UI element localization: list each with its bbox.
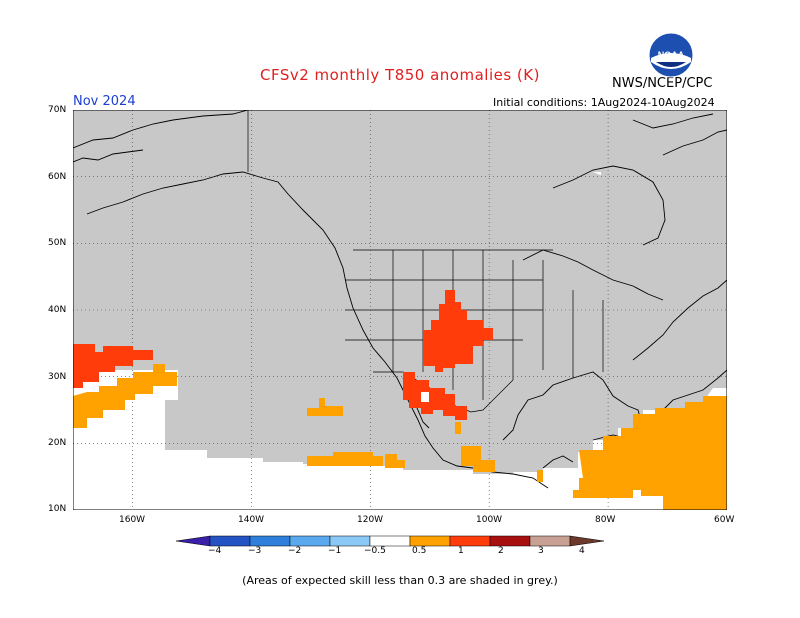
forecast-month: Nov 2024	[73, 94, 136, 109]
colorbar-label: −3	[248, 546, 262, 556]
colorbar-swatch	[369, 535, 411, 547]
colorbar-max-arrow	[569, 535, 605, 547]
colorbar-label: 0.5	[412, 546, 427, 556]
skill-mask-region	[73, 110, 727, 474]
lon-label: 160W	[119, 515, 146, 525]
colorbar-label: 2	[498, 546, 504, 556]
lat-label: 60N	[48, 172, 67, 182]
lat-label: 10N	[48, 504, 67, 514]
colorbar-label: −0.5	[364, 546, 386, 556]
skill-mask-region	[73, 110, 727, 236]
agency-label: NWS/NCEP/CPC	[612, 76, 713, 91]
lon-label: 60W	[714, 515, 735, 525]
colorbar	[175, 535, 605, 547]
colorbar-label: −4	[208, 546, 222, 556]
lat-label: 70N	[48, 105, 67, 115]
footnote: (Areas of expected skill less than 0.3 a…	[242, 574, 558, 587]
lat-label: 20N	[48, 438, 67, 448]
lon-label: 120W	[357, 515, 384, 525]
anomaly-0.5-1-regions	[73, 364, 727, 510]
lat-label: 30N	[48, 372, 67, 382]
anomaly-gaps	[421, 392, 429, 402]
colorbar-label: 1	[458, 546, 464, 556]
lon-label: 140W	[238, 515, 265, 525]
colorbar-swatch	[489, 535, 531, 547]
lat-label: 40N	[48, 305, 67, 315]
colorbar-label: −1	[328, 546, 342, 556]
colorbar-swatch	[529, 535, 571, 547]
chart-title: CFSv2 monthly T850 anomalies (K)	[260, 66, 540, 84]
colorbar-min-arrow	[175, 535, 211, 547]
coastline-outlines	[73, 110, 727, 489]
anomaly-1-2-regions	[73, 290, 493, 420]
noaa-logo-icon: NOAA	[648, 32, 694, 78]
colorbar-swatch	[409, 535, 451, 547]
lat-label: 50N	[48, 238, 67, 248]
colorbar-swatch	[449, 535, 491, 547]
colorbar-label: 3	[538, 546, 544, 556]
colorbar-swatch	[289, 535, 331, 547]
lon-label: 100W	[476, 515, 503, 525]
noaa-logo-text: NOAA	[658, 50, 685, 60]
lon-label: 80W	[595, 515, 616, 525]
initial-conditions: Initial conditions: 1Aug2024-10Aug2024	[493, 96, 715, 109]
anomaly-map	[73, 110, 727, 510]
colorbar-label: −2	[288, 546, 302, 556]
colorbar-swatch	[329, 535, 371, 547]
colorbar-label: 4	[579, 546, 585, 556]
colorbar-swatch	[209, 535, 251, 547]
colorbar-swatch	[249, 535, 291, 547]
